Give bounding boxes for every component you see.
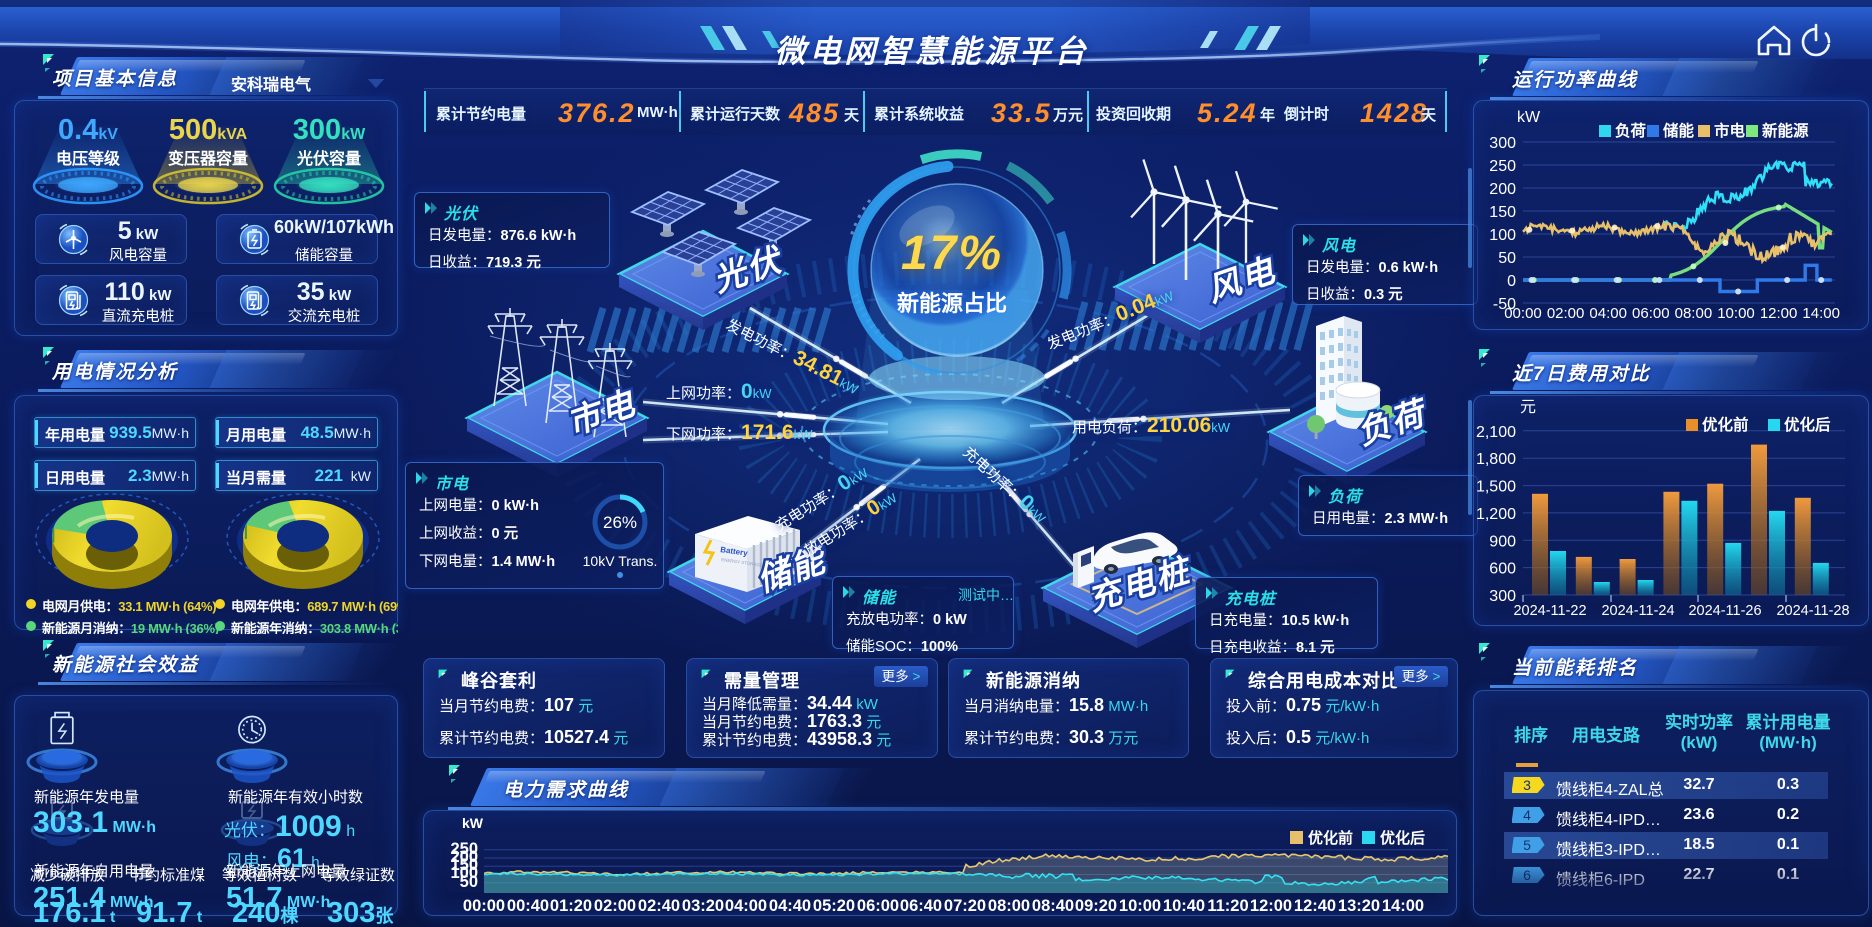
svg-text:市电: 市电	[1714, 121, 1746, 140]
svg-text:08:00: 08:00	[1675, 305, 1713, 322]
svg-text:100: 100	[450, 864, 478, 882]
svg-text:优化后: 优化后	[1784, 415, 1831, 434]
svg-text:08:40: 08:40	[1032, 897, 1074, 915]
svg-text:10:00: 10:00	[1717, 305, 1755, 322]
svg-text:200: 200	[450, 848, 478, 866]
svg-text:1,200: 1,200	[1476, 506, 1516, 523]
svg-text:12:00: 12:00	[1250, 897, 1292, 915]
svg-text:新能源: 新能源	[1762, 121, 1809, 140]
svg-text:150: 150	[450, 856, 478, 874]
svg-text:1,500: 1,500	[1476, 479, 1516, 496]
svg-text:26%: 26%	[603, 513, 637, 532]
svg-text:kW: kW	[462, 815, 484, 831]
svg-text:300: 300	[1489, 135, 1516, 152]
svg-text:06:00: 06:00	[1632, 305, 1670, 322]
svg-text:储能: 储能	[1662, 121, 1695, 140]
svg-text:-50: -50	[1493, 296, 1516, 313]
svg-text:负荷: 负荷	[1615, 121, 1647, 140]
svg-text:12:00: 12:00	[1760, 305, 1798, 322]
svg-text:ENERGY STORAGE: ENERGY STORAGE	[721, 557, 763, 568]
svg-text:04:00: 04:00	[725, 897, 767, 915]
svg-text:50: 50	[1498, 250, 1516, 267]
svg-text:Battery: Battery	[720, 545, 749, 558]
svg-text:600: 600	[1489, 561, 1516, 578]
svg-text:2024-11-26: 2024-11-26	[1688, 603, 1761, 619]
svg-text:02:40: 02:40	[638, 897, 680, 915]
svg-text:250: 250	[1489, 158, 1516, 175]
svg-text:0: 0	[1507, 273, 1516, 290]
svg-text:4: 4	[1523, 807, 1531, 823]
svg-text:14:00: 14:00	[1382, 897, 1424, 915]
svg-text:5: 5	[1523, 837, 1531, 853]
svg-text:13:20: 13:20	[1338, 897, 1380, 915]
svg-text:09:20: 09:20	[1075, 897, 1117, 915]
svg-text:150: 150	[1489, 204, 1516, 221]
svg-text:01:20: 01:20	[550, 897, 592, 915]
svg-text:kW: kW	[1517, 109, 1541, 126]
svg-text:1,800: 1,800	[1476, 451, 1516, 468]
svg-text:11:20: 11:20	[1207, 897, 1248, 915]
svg-text:05:20: 05:20	[813, 897, 855, 915]
svg-text:优化前: 优化前	[1702, 415, 1749, 434]
svg-text:900: 900	[1489, 533, 1516, 550]
svg-text:12:40: 12:40	[1294, 897, 1336, 915]
svg-text:07:20: 07:20	[944, 897, 986, 915]
svg-text:优化前: 优化前	[1308, 829, 1353, 847]
svg-text:2024-11-28: 2024-11-28	[1776, 603, 1849, 619]
svg-text:200: 200	[1489, 181, 1516, 198]
svg-text:00:00: 00:00	[463, 897, 505, 915]
svg-text:10:40: 10:40	[1163, 897, 1205, 915]
svg-text:2024-11-22: 2024-11-22	[1513, 603, 1586, 619]
svg-text:00:40: 00:40	[507, 897, 549, 915]
svg-text:00:00: 00:00	[1504, 305, 1542, 322]
svg-text:250: 250	[450, 840, 478, 858]
svg-text:02:00: 02:00	[594, 897, 636, 915]
svg-text:06:40: 06:40	[900, 897, 942, 915]
svg-text:2,100: 2,100	[1476, 424, 1516, 441]
svg-text:02:00: 02:00	[1547, 305, 1585, 322]
svg-text:04:00: 04:00	[1589, 305, 1627, 322]
svg-text:06:00: 06:00	[857, 897, 899, 915]
svg-text:优化后: 优化后	[1380, 829, 1425, 847]
svg-text:08:00: 08:00	[988, 897, 1030, 915]
svg-text:300: 300	[1489, 588, 1516, 605]
svg-text:元: 元	[1520, 399, 1536, 416]
svg-text:50: 50	[460, 873, 478, 891]
svg-text:03:20: 03:20	[682, 897, 724, 915]
svg-text:14:00: 14:00	[1802, 305, 1840, 322]
svg-text:2024-11-24: 2024-11-24	[1601, 603, 1674, 619]
svg-text:3: 3	[1523, 777, 1531, 793]
svg-text:04:40: 04:40	[769, 897, 811, 915]
svg-text:10:00: 10:00	[1119, 897, 1161, 915]
svg-text:100: 100	[1489, 227, 1516, 244]
